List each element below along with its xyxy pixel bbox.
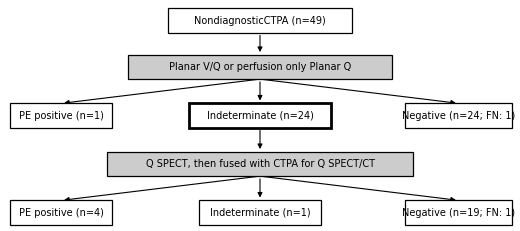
FancyBboxPatch shape (405, 103, 512, 128)
Text: Q SPECT, then fused with CTPA for Q SPECT/CT: Q SPECT, then fused with CTPA for Q SPEC… (146, 159, 374, 169)
FancyBboxPatch shape (405, 201, 512, 225)
FancyBboxPatch shape (199, 201, 321, 225)
FancyBboxPatch shape (127, 55, 393, 79)
FancyBboxPatch shape (10, 201, 112, 225)
FancyBboxPatch shape (10, 103, 112, 128)
FancyBboxPatch shape (189, 103, 331, 128)
Text: Indeterminate (n=24): Indeterminate (n=24) (206, 110, 314, 121)
Text: PE positive (n=1): PE positive (n=1) (19, 110, 103, 121)
FancyBboxPatch shape (168, 8, 352, 33)
FancyBboxPatch shape (107, 152, 413, 176)
Text: Negative (n=24; FN: 1): Negative (n=24; FN: 1) (402, 110, 515, 121)
Text: PE positive (n=4): PE positive (n=4) (19, 207, 103, 218)
Text: Negative (n=19; FN: 1): Negative (n=19; FN: 1) (402, 207, 515, 218)
Text: Planar V/Q or perfusion only Planar Q: Planar V/Q or perfusion only Planar Q (169, 62, 351, 72)
Text: NondiagnosticCTPA (n=49): NondiagnosticCTPA (n=49) (194, 15, 326, 25)
Text: Indeterminate (n=1): Indeterminate (n=1) (210, 207, 310, 218)
